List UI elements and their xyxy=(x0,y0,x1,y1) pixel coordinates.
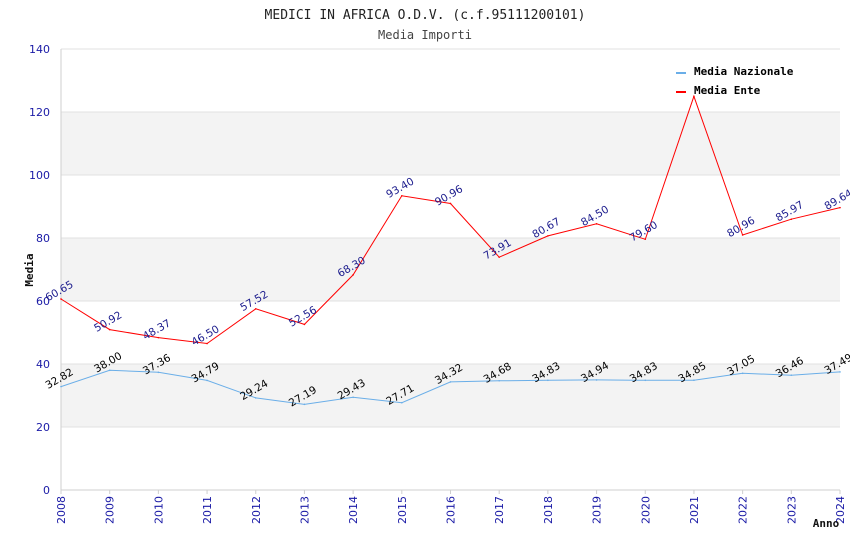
legend-label-media-nazionale: Media Nazionale xyxy=(694,65,794,78)
chart-subtitle: Media Importi xyxy=(378,28,472,42)
x-tick-label: 2014 xyxy=(347,496,360,524)
data-point xyxy=(254,397,257,399)
data-point xyxy=(595,379,598,381)
data-point xyxy=(741,372,744,375)
data-point xyxy=(644,379,647,382)
x-tick-label: 2019 xyxy=(591,496,604,524)
data-point xyxy=(839,206,841,209)
data-point xyxy=(449,381,452,383)
data-point xyxy=(108,369,111,372)
data-label: 80.67 xyxy=(530,216,562,241)
x-tick-label: 2015 xyxy=(396,496,409,524)
x-tick-label: 2018 xyxy=(542,496,555,524)
data-point xyxy=(60,385,62,388)
y-tick-labels: 0 20 40 60 80 100 120 140 xyxy=(29,43,50,497)
data-point xyxy=(693,95,695,98)
data-point xyxy=(547,235,549,237)
data-point xyxy=(547,379,549,382)
grid-band xyxy=(61,238,840,301)
data-point xyxy=(741,234,744,236)
chart-title: MEDICI IN AFRICA O.D.V. (c.f.95111200101… xyxy=(265,8,586,23)
y-tick-label: 40 xyxy=(36,358,50,371)
data-point xyxy=(401,401,403,404)
legend-label-media-ente: Media Ente xyxy=(694,84,761,97)
data-point xyxy=(352,274,354,276)
x-tick-label: 2017 xyxy=(493,496,506,524)
grid-band xyxy=(61,112,840,175)
data-label: 85.97 xyxy=(774,199,806,224)
data-point xyxy=(157,336,160,339)
y-tick-label: 20 xyxy=(36,421,50,434)
x-tick-label: 2013 xyxy=(298,496,311,524)
x-axis-title: Anno xyxy=(813,517,840,530)
data-point xyxy=(401,194,403,197)
data-point xyxy=(254,308,257,310)
data-point xyxy=(839,371,841,373)
data-point xyxy=(449,202,452,205)
data-point xyxy=(60,298,62,300)
y-tick-label: 140 xyxy=(29,43,50,56)
data-point xyxy=(498,256,500,258)
y-tick-label: 120 xyxy=(29,106,50,119)
x-tick-label: 2011 xyxy=(201,496,214,524)
data-point xyxy=(352,396,354,399)
x-tick-label: 2009 xyxy=(104,496,117,524)
data-point xyxy=(206,379,208,382)
data-point xyxy=(693,379,695,382)
y-tick-label: 100 xyxy=(29,169,50,182)
x-tick-label: 2022 xyxy=(737,496,750,524)
data-point xyxy=(498,379,500,382)
grid-band xyxy=(61,364,840,427)
data-label: 52.56 xyxy=(287,304,319,330)
data-label: 90.96 xyxy=(433,183,465,209)
y-axis-title: Media xyxy=(23,253,36,286)
y-tick-label: 80 xyxy=(36,232,50,245)
x-tick-label: 2021 xyxy=(688,496,701,524)
series-group xyxy=(60,94,841,406)
x-tick-labels: 2008 2009 2010 2011 2012 2013 2014 2015 2016 2017… xyxy=(55,490,847,524)
legend: Media Nazionale Media Ente xyxy=(676,65,794,97)
x-tick-label: 2016 xyxy=(445,496,458,524)
x-tick-label: 2020 xyxy=(639,496,652,524)
x-tick-label: 2012 xyxy=(250,496,263,524)
data-point xyxy=(790,374,793,376)
data-point xyxy=(108,328,111,331)
data-point xyxy=(790,218,793,220)
x-tick-label: 2023 xyxy=(785,496,798,524)
data-point xyxy=(206,342,208,345)
data-label: 84.50 xyxy=(579,204,611,229)
x-tick-label: 2024 xyxy=(834,496,847,524)
data-point xyxy=(303,403,306,406)
x-tick-label: 2008 xyxy=(55,496,68,524)
data-point xyxy=(644,238,647,241)
x-tick-label: 2010 xyxy=(152,496,165,524)
data-label: 46.50 xyxy=(190,323,222,348)
data-point xyxy=(157,371,160,374)
y-tick-label: 60 xyxy=(36,295,50,308)
data-point xyxy=(595,223,598,225)
data-label: 80.96 xyxy=(725,215,757,241)
data-point xyxy=(303,323,306,326)
y-tick-label: 0 xyxy=(43,484,50,497)
